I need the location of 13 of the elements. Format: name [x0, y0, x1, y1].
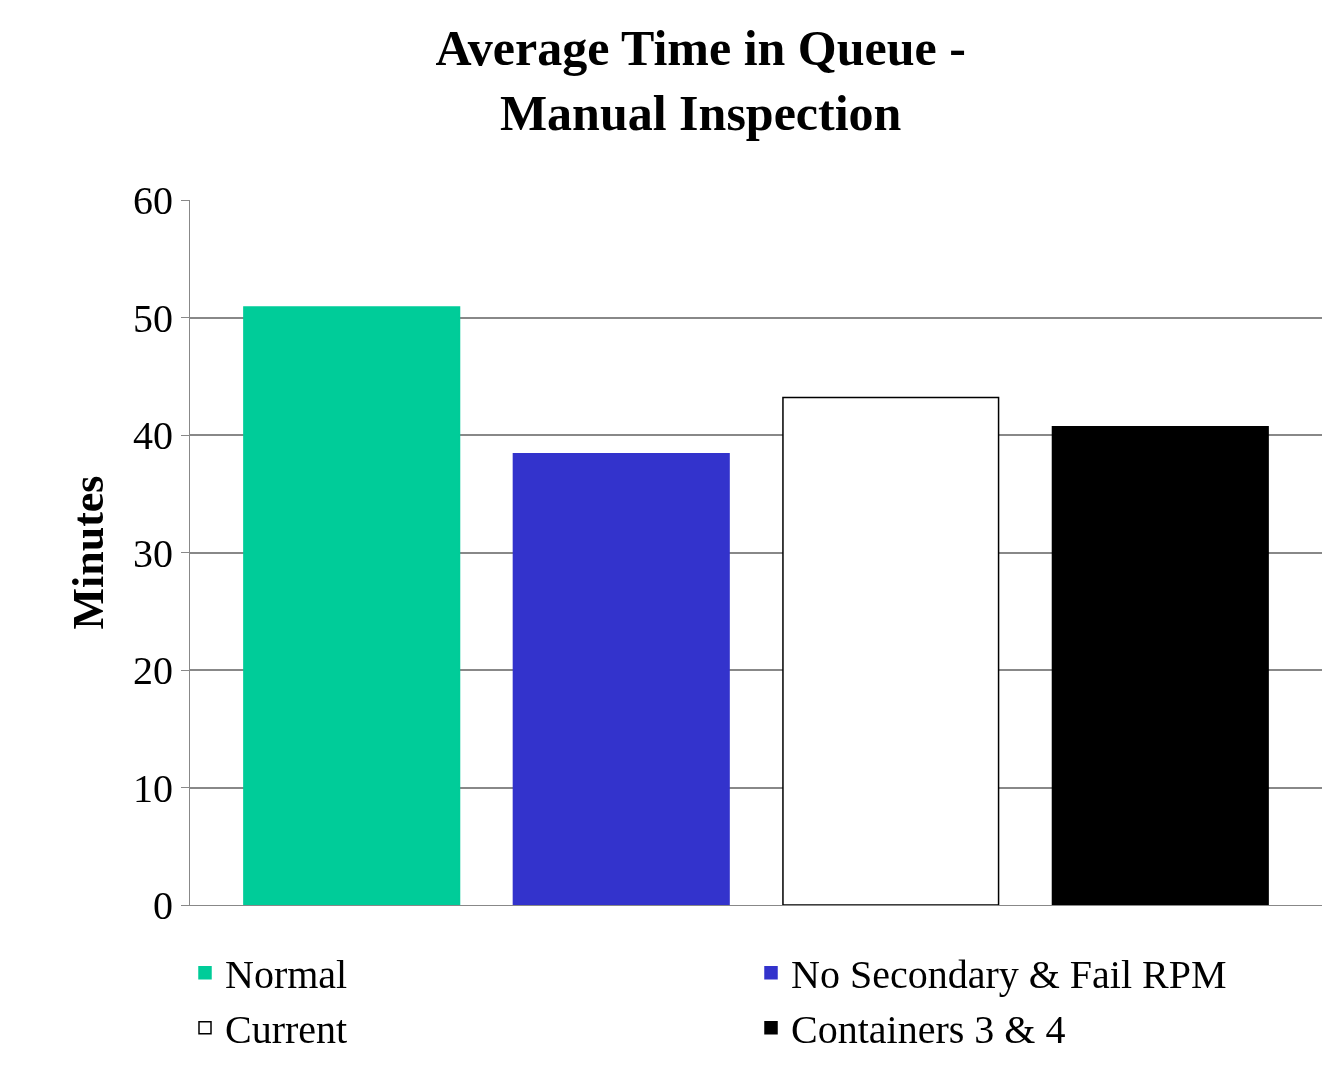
legend-label: No Secondary & Fail RPM: [791, 952, 1227, 998]
y-tick-label: 60: [133, 178, 173, 223]
y-tick-label: 10: [133, 765, 173, 811]
y-tick-label: 20: [133, 648, 173, 693]
legend-label: Normal: [225, 952, 348, 998]
chart-title: Average Time in Queue - Manual Inspection: [435, 19, 966, 141]
y-axis-title: Minutes: [64, 475, 114, 630]
legend-label: Current: [225, 1007, 348, 1053]
y-tick-label: 30: [133, 530, 173, 576]
legend-label: Containers 3 & 4: [791, 1007, 1066, 1053]
y-tick-label: 0: [153, 883, 173, 928]
y-tick-label: 50: [133, 295, 173, 341]
y-tick-label: 40: [133, 413, 173, 458]
